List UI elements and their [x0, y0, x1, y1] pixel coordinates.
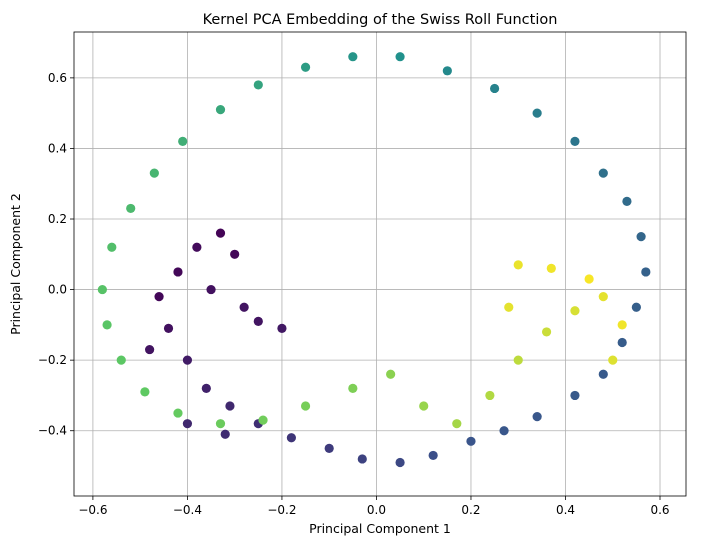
- scatter-point: [348, 52, 358, 62]
- x-tick-label: −0.4: [173, 503, 202, 517]
- scatter-point: [348, 383, 358, 393]
- scatter-point: [513, 260, 523, 270]
- scatter-point: [300, 62, 311, 72]
- scatter-point: [107, 242, 117, 252]
- scatter-point: [617, 337, 627, 348]
- y-tick-label: −0.2: [38, 353, 67, 367]
- scatter-point: [598, 168, 608, 178]
- scatter-point: [598, 369, 608, 379]
- scatter-point: [395, 457, 405, 468]
- scatter-point: [182, 419, 193, 429]
- x-tick-label: 0.4: [556, 503, 575, 517]
- chart-title: Kernel PCA Embedding of the Swiss Roll F…: [203, 12, 558, 28]
- scatter-point: [622, 196, 632, 206]
- scatter-point: [466, 436, 476, 446]
- x-tick-label: −0.6: [78, 503, 107, 517]
- scatter-point: [570, 390, 580, 401]
- scatter-point: [253, 80, 263, 90]
- scatter-point: [570, 136, 580, 146]
- scatter-point: [541, 327, 552, 337]
- scatter-point: [357, 454, 367, 464]
- y-tick-label: 0.4: [48, 141, 67, 155]
- scatter-point: [532, 412, 542, 422]
- scatter-point: [584, 274, 594, 284]
- y-axis-label: Principal Component 2: [8, 193, 23, 335]
- scatter-point: [300, 401, 311, 411]
- x-tick-label: 0.2: [461, 503, 480, 517]
- scatter-point: [395, 52, 405, 62]
- x-tick-label: −0.2: [267, 503, 296, 517]
- scatter-point: [277, 323, 287, 333]
- scatter-point: [173, 408, 183, 418]
- scatter-point: [598, 292, 608, 302]
- scatter-point: [154, 292, 164, 302]
- scatter-point: [215, 228, 226, 238]
- scatter-point: [499, 426, 509, 436]
- grid-lines: [74, 32, 686, 496]
- scatter-point: [631, 302, 641, 312]
- scatter-point: [220, 429, 230, 439]
- scatter-point: [570, 306, 580, 316]
- scatter-point: [513, 355, 523, 365]
- scatter-point: [201, 383, 211, 393]
- scatter-point: [324, 443, 334, 453]
- scatter-point: [149, 168, 159, 178]
- scatter-points: [97, 52, 651, 468]
- scatter-point: [178, 136, 188, 146]
- scatter-point: [173, 267, 183, 277]
- scatter-point: [428, 450, 438, 461]
- plot-frame: [73, 31, 687, 497]
- scatter-point: [286, 433, 296, 443]
- scatter-point: [636, 232, 646, 242]
- scatter-point: [617, 320, 627, 330]
- scatter-point: [116, 355, 126, 365]
- scatter-point: [258, 415, 268, 425]
- scatter-point: [608, 355, 618, 365]
- scatter-point: [504, 302, 514, 312]
- x-tick-label: 0.6: [650, 503, 669, 517]
- scatter-point: [182, 355, 193, 365]
- y-tick-label: 0.6: [48, 71, 67, 85]
- scatter-point: [192, 242, 202, 252]
- y-tick-label: 0.0: [48, 283, 67, 297]
- scatter-point: [126, 203, 136, 214]
- scatter-point: [485, 390, 495, 401]
- scatter-point: [452, 419, 462, 429]
- scatter-point: [145, 344, 155, 355]
- scatter-point: [230, 249, 240, 259]
- scatter-point: [215, 105, 226, 115]
- axis-ticks: −0.6 −0.4 −0.2 0.0 0.2 0.4 0.6 −0.4 −0.2 0.0 0.2 0.…: [38, 71, 670, 517]
- scatter-point: [386, 369, 396, 379]
- scatter-point: [97, 284, 107, 295]
- scatter-point: [163, 323, 174, 333]
- scatter-point: [239, 302, 249, 312]
- y-tick-label: −0.4: [38, 424, 67, 438]
- scatter-point: [102, 320, 112, 330]
- scatter-point: [225, 401, 235, 411]
- scatter-point: [253, 316, 263, 326]
- scatter-point: [546, 263, 556, 274]
- scatter-point: [442, 66, 452, 76]
- x-axis-label: Principal Component 1: [309, 521, 451, 536]
- scatter-point: [419, 401, 429, 411]
- y-tick-label: 0.2: [48, 212, 67, 226]
- scatter-point: [490, 83, 500, 94]
- scatter-point: [140, 387, 150, 397]
- scatter-point: [532, 108, 542, 118]
- scatter-point: [641, 267, 651, 277]
- x-tick-label: 0.0: [367, 503, 386, 517]
- scatter-point: [215, 419, 226, 429]
- scatter-point: [206, 284, 216, 295]
